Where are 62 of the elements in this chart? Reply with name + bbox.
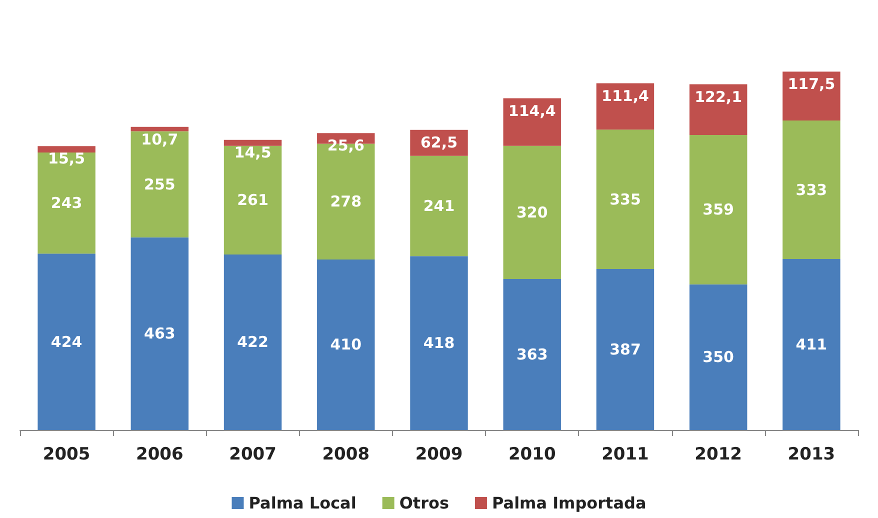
legend-label: Palma Importada xyxy=(492,494,646,512)
bar xyxy=(503,98,561,146)
bar xyxy=(224,140,282,146)
data-label: 410 xyxy=(330,336,362,354)
data-label: 387 xyxy=(610,340,641,359)
data-label: 255 xyxy=(144,175,176,194)
x-tick-label: 2007 xyxy=(229,444,276,464)
legend-label: Otros xyxy=(399,494,449,512)
data-label: 463 xyxy=(144,324,176,343)
x-tick-label: 2008 xyxy=(322,444,370,464)
bar xyxy=(503,278,561,430)
data-label: 335 xyxy=(610,190,641,208)
data-label: 117,5 xyxy=(788,75,836,94)
data-label: 15,5 xyxy=(48,150,86,168)
bar xyxy=(689,84,748,136)
data-label: 278 xyxy=(330,192,362,211)
data-label: 10,7 xyxy=(141,130,178,148)
legend-label: Palma Local xyxy=(248,494,356,512)
data-label: 333 xyxy=(796,180,828,199)
bar xyxy=(503,146,561,279)
bar xyxy=(782,72,840,120)
x-tick-label: 2012 xyxy=(694,444,742,464)
bar xyxy=(38,254,96,430)
data-label: 411 xyxy=(796,336,828,354)
bar xyxy=(38,146,96,153)
data-label: 363 xyxy=(516,345,548,364)
data-label: 243 xyxy=(50,194,82,212)
bar xyxy=(317,259,375,430)
bar xyxy=(130,131,189,238)
x-tick-label: 2009 xyxy=(415,444,463,464)
data-label: 241 xyxy=(423,196,455,215)
bar xyxy=(596,83,654,130)
data-label: 418 xyxy=(423,334,455,352)
data-label: 14,5 xyxy=(234,143,272,162)
x-tick-label: 2010 xyxy=(508,444,556,464)
bar xyxy=(224,254,282,430)
data-label: 350 xyxy=(702,348,734,366)
data-label: 422 xyxy=(237,333,268,352)
bar xyxy=(410,256,468,430)
x-tick-label: 2006 xyxy=(136,444,184,464)
data-label: 62,5 xyxy=(420,133,458,152)
x-tick-label: 2005 xyxy=(42,444,90,464)
bar xyxy=(130,237,189,430)
bar xyxy=(689,135,748,284)
bar xyxy=(224,146,282,254)
x-tick-label: 2011 xyxy=(602,444,649,464)
bar xyxy=(596,130,654,270)
data-label: 320 xyxy=(516,203,548,222)
bar xyxy=(689,284,748,430)
data-label: 122,1 xyxy=(694,88,742,106)
data-label: 261 xyxy=(237,191,268,210)
x-tick-label: 2013 xyxy=(788,444,836,464)
data-label: 359 xyxy=(702,200,734,219)
data-label: 114,4 xyxy=(508,102,556,120)
bar xyxy=(782,120,840,260)
data-label: 424 xyxy=(50,332,82,351)
bar xyxy=(596,269,654,430)
bar xyxy=(130,126,189,132)
bar xyxy=(782,259,840,430)
data-label: 111,4 xyxy=(601,86,649,105)
bar xyxy=(410,156,468,256)
bar xyxy=(38,152,96,254)
